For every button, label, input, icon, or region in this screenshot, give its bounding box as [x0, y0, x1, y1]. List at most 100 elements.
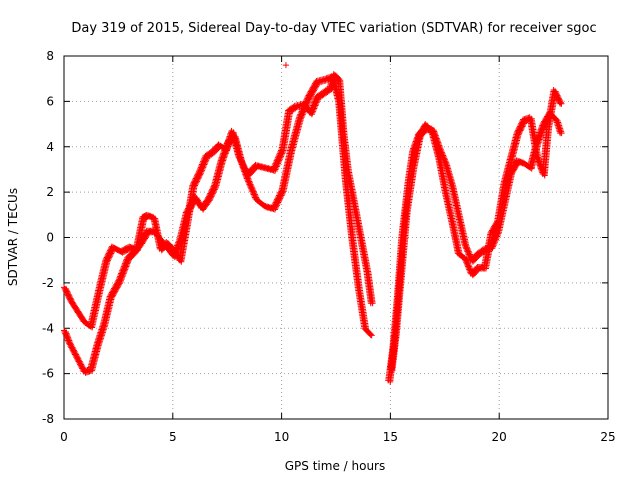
data-point	[494, 232, 501, 239]
chart-title: Day 319 of 2015, Sidereal Day-to-day VTE…	[71, 21, 596, 36]
data-point	[200, 162, 207, 169]
data-point	[115, 283, 122, 290]
data-point	[274, 162, 281, 169]
data-point	[220, 157, 227, 164]
data-point	[495, 230, 502, 237]
data-point	[224, 144, 231, 151]
data-point	[419, 131, 426, 138]
data-point	[207, 194, 214, 201]
y-tick-label: -6	[42, 367, 54, 381]
data-point	[142, 234, 149, 241]
data-point	[199, 167, 206, 174]
data-point	[494, 233, 501, 240]
y-tick-label: 0	[46, 231, 54, 245]
data-point	[104, 257, 111, 264]
data-point	[516, 130, 523, 137]
data-point	[304, 99, 311, 106]
data-point	[313, 82, 320, 89]
data-point	[116, 280, 123, 287]
data-point	[305, 98, 312, 105]
data-point	[314, 98, 321, 105]
data-point	[311, 104, 318, 110]
data-point	[221, 153, 228, 160]
data-point	[279, 189, 286, 196]
data-point	[536, 136, 543, 143]
data-point	[515, 131, 522, 138]
data-point	[308, 92, 315, 99]
data-point	[222, 150, 229, 157]
data-point	[203, 157, 210, 164]
data-point	[195, 175, 202, 182]
data-point	[200, 164, 207, 171]
data-point	[278, 151, 285, 158]
data-point	[123, 262, 130, 269]
data-point	[298, 115, 305, 122]
data-point	[302, 105, 309, 112]
data-point	[199, 165, 206, 172]
data-point	[171, 254, 178, 261]
y-tick-label: 2	[46, 185, 54, 199]
data-point	[419, 130, 426, 137]
data-point	[113, 285, 120, 292]
data-point	[277, 193, 284, 200]
data-point	[143, 232, 150, 239]
data-point	[106, 253, 113, 260]
data-point	[109, 293, 116, 300]
data-point	[174, 248, 181, 255]
data-point	[223, 149, 230, 156]
data-point	[277, 195, 284, 202]
data-point	[557, 100, 564, 107]
y-tick-label: 8	[46, 49, 54, 63]
data-point	[211, 187, 218, 194]
data-point	[538, 132, 545, 139]
data-point	[198, 168, 205, 175]
data-point	[512, 163, 519, 170]
data-point	[541, 123, 548, 130]
data-point	[114, 284, 121, 291]
data-point	[118, 276, 125, 283]
data-point	[273, 203, 280, 210]
x-axis-label: GPS time / hours	[285, 459, 386, 473]
data-point	[274, 200, 281, 207]
data-point	[185, 209, 192, 216]
data-point	[307, 94, 314, 101]
data-point	[275, 159, 282, 166]
data-point	[492, 226, 499, 233]
data-point	[222, 151, 229, 158]
data-point	[518, 124, 525, 131]
data-point	[309, 109, 316, 116]
data-point	[193, 179, 200, 186]
data-point	[144, 231, 151, 238]
data-point	[312, 84, 319, 91]
data-point	[175, 245, 182, 252]
data-point	[195, 174, 202, 181]
data-point	[187, 207, 194, 214]
data-point	[421, 127, 428, 134]
data-point	[220, 156, 227, 163]
data-point	[279, 191, 286, 198]
data-point	[279, 148, 286, 155]
y-axis-label: SDTVAR / TECUs	[6, 188, 20, 286]
data-point	[202, 158, 209, 165]
data-point	[537, 133, 544, 140]
x-tick-label: 25	[600, 430, 615, 444]
data-point	[119, 273, 126, 280]
data-point	[282, 62, 289, 69]
data-point	[225, 143, 232, 150]
data-point	[509, 168, 516, 175]
data-point	[272, 166, 279, 173]
data-point	[201, 161, 208, 168]
x-tick-label: 20	[492, 430, 507, 444]
data-marks	[61, 62, 565, 385]
data-point	[298, 114, 305, 121]
data-point	[495, 221, 502, 228]
data-point	[108, 250, 115, 257]
data-point	[106, 254, 113, 261]
y-tick-label: -4	[42, 321, 54, 335]
data-point	[104, 258, 111, 265]
data-point	[207, 196, 214, 203]
data-point	[275, 160, 282, 167]
data-point	[141, 236, 148, 243]
data-point	[189, 201, 196, 208]
